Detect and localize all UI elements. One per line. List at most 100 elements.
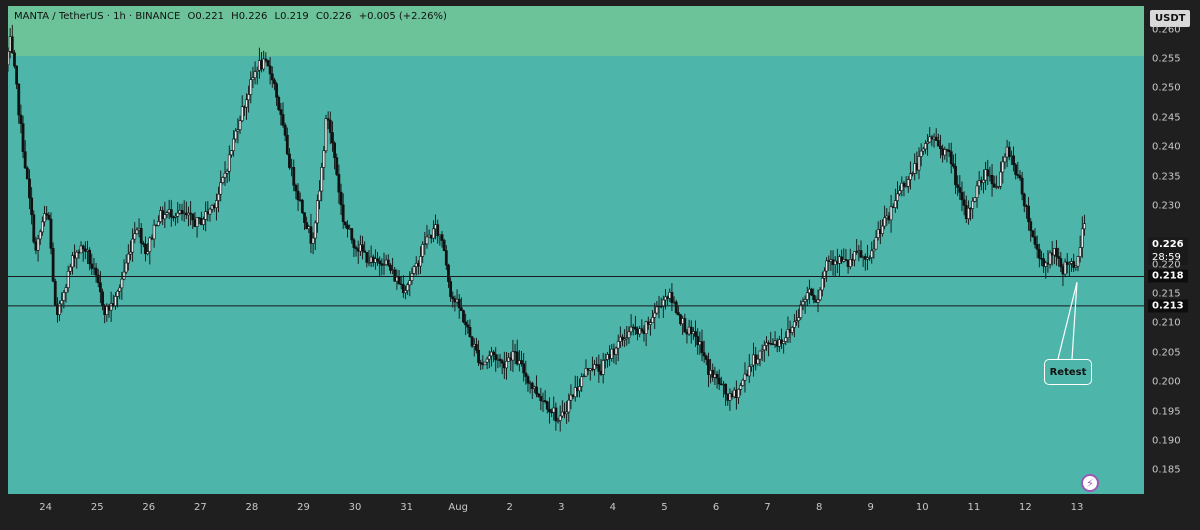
candle-body (971, 200, 975, 209)
candle-body (906, 179, 910, 187)
candle-body (483, 361, 487, 366)
candle-body (795, 320, 798, 323)
candle-body (352, 239, 356, 248)
candle-body (997, 185, 1000, 188)
time-tick-label: 8 (815, 502, 823, 513)
time-tick-label: 6 (712, 502, 720, 513)
candle-body (934, 136, 938, 141)
candle-body (1022, 193, 1026, 207)
candle-body (81, 245, 85, 250)
candle-body (584, 368, 588, 377)
candle-body (1048, 252, 1052, 265)
candle-body (655, 306, 659, 314)
candle-body (1063, 261, 1067, 275)
candle-body (326, 118, 330, 121)
candle-body (954, 165, 957, 186)
candle-body (902, 182, 906, 187)
candle-body (872, 248, 876, 252)
candle-body (859, 250, 863, 258)
candle-body (1007, 146, 1011, 158)
candle-body (425, 236, 429, 245)
candle-body (419, 256, 422, 267)
candle-body (700, 341, 704, 353)
candle-body (644, 321, 648, 334)
change-value: +0.005 (+2.26%) (358, 11, 447, 22)
candle-body (204, 211, 208, 220)
candle-body (704, 355, 708, 360)
candle-body (341, 204, 345, 223)
low-value: L0.219 (274, 11, 309, 22)
candle-body (717, 377, 721, 385)
candle-body (883, 217, 887, 227)
candle-body (64, 287, 68, 293)
candle-body (765, 342, 768, 346)
candle-body (1072, 261, 1076, 268)
candle-body (79, 245, 83, 254)
candle-body (397, 276, 401, 285)
time-tick-label: 2 (506, 502, 513, 513)
time-tick-label: 11 (967, 502, 981, 513)
candle-body (71, 255, 74, 268)
candle-body (580, 376, 584, 387)
candle-body (131, 238, 135, 253)
lightning-icon[interactable]: ⚡ (1081, 474, 1099, 492)
candle-body (500, 360, 504, 364)
time-tick-label: 24 (39, 502, 53, 513)
candle-body (232, 138, 236, 151)
candle-body (36, 238, 40, 251)
time-tick-label: 3 (558, 502, 565, 513)
plot-area[interactable] (8, 6, 1144, 494)
candle-body (152, 224, 156, 240)
candle-body (114, 296, 117, 307)
candle-body (270, 73, 274, 81)
candle-body (702, 352, 706, 357)
candle-body (58, 303, 61, 315)
candle-body (728, 393, 732, 401)
candle-body (148, 237, 152, 252)
candle-body (88, 249, 92, 265)
candle-body (515, 351, 519, 365)
candle-body (305, 222, 309, 230)
candle-body (436, 224, 440, 237)
candle-body (524, 372, 528, 377)
candle-body (378, 260, 382, 264)
candle-body (313, 222, 317, 239)
candle-body (670, 291, 674, 304)
time-axis[interactable] (0, 494, 1144, 530)
candle-body (90, 263, 94, 269)
candle-body (311, 237, 315, 244)
candle-body (303, 212, 306, 223)
retest-pointer-line (1071, 282, 1078, 360)
candle-body (567, 399, 571, 413)
candle-body (1035, 244, 1039, 250)
candle-body (543, 400, 547, 403)
candle-body (939, 145, 942, 150)
currency-button[interactable]: USDT (1150, 10, 1191, 27)
candle-body (949, 151, 953, 165)
time-tick-label: 29 (297, 502, 310, 513)
candle-body (573, 387, 577, 398)
candle-body (255, 69, 259, 72)
candle-body (477, 349, 480, 363)
candle-body (926, 141, 929, 144)
candle-body (917, 156, 921, 171)
candle-body (382, 264, 386, 266)
price-tick-label: 0.200 (1152, 376, 1181, 388)
candle-body (361, 244, 364, 252)
candle-body (597, 364, 601, 372)
candle-body (281, 114, 285, 126)
candle-body (354, 247, 358, 250)
candle-body (98, 282, 102, 293)
candle-body (651, 317, 654, 323)
candle-body (505, 360, 508, 369)
candle-body (174, 215, 177, 218)
candle-body (236, 129, 240, 132)
candle-body (277, 96, 281, 110)
candle-body (747, 366, 751, 377)
price-axis[interactable] (1144, 0, 1200, 530)
candle-body (1020, 177, 1024, 195)
candle-body (1076, 256, 1080, 267)
candle-body (223, 172, 227, 178)
candle-body (816, 299, 820, 303)
candle-body (855, 251, 859, 253)
